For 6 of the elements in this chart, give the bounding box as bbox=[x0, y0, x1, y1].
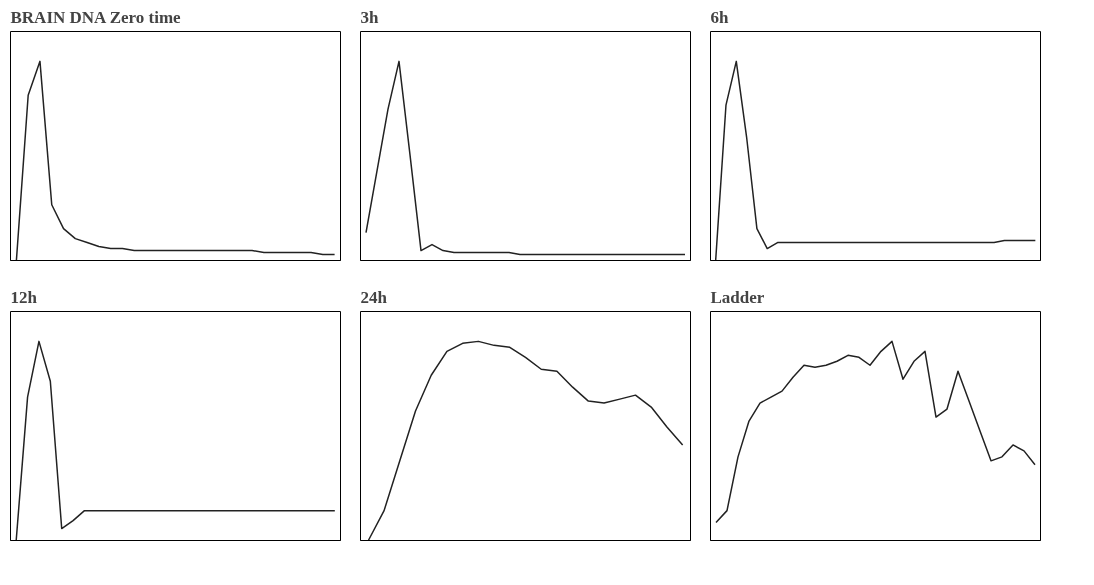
chart-title: 12h bbox=[10, 287, 38, 307]
chart-title: BRAIN DNA Zero time bbox=[10, 7, 182, 27]
chart-title: 24h bbox=[360, 287, 388, 307]
chart-title: Ladder bbox=[710, 287, 765, 307]
chart-title: 6h bbox=[710, 7, 729, 27]
chart-title: 3h bbox=[360, 7, 379, 27]
